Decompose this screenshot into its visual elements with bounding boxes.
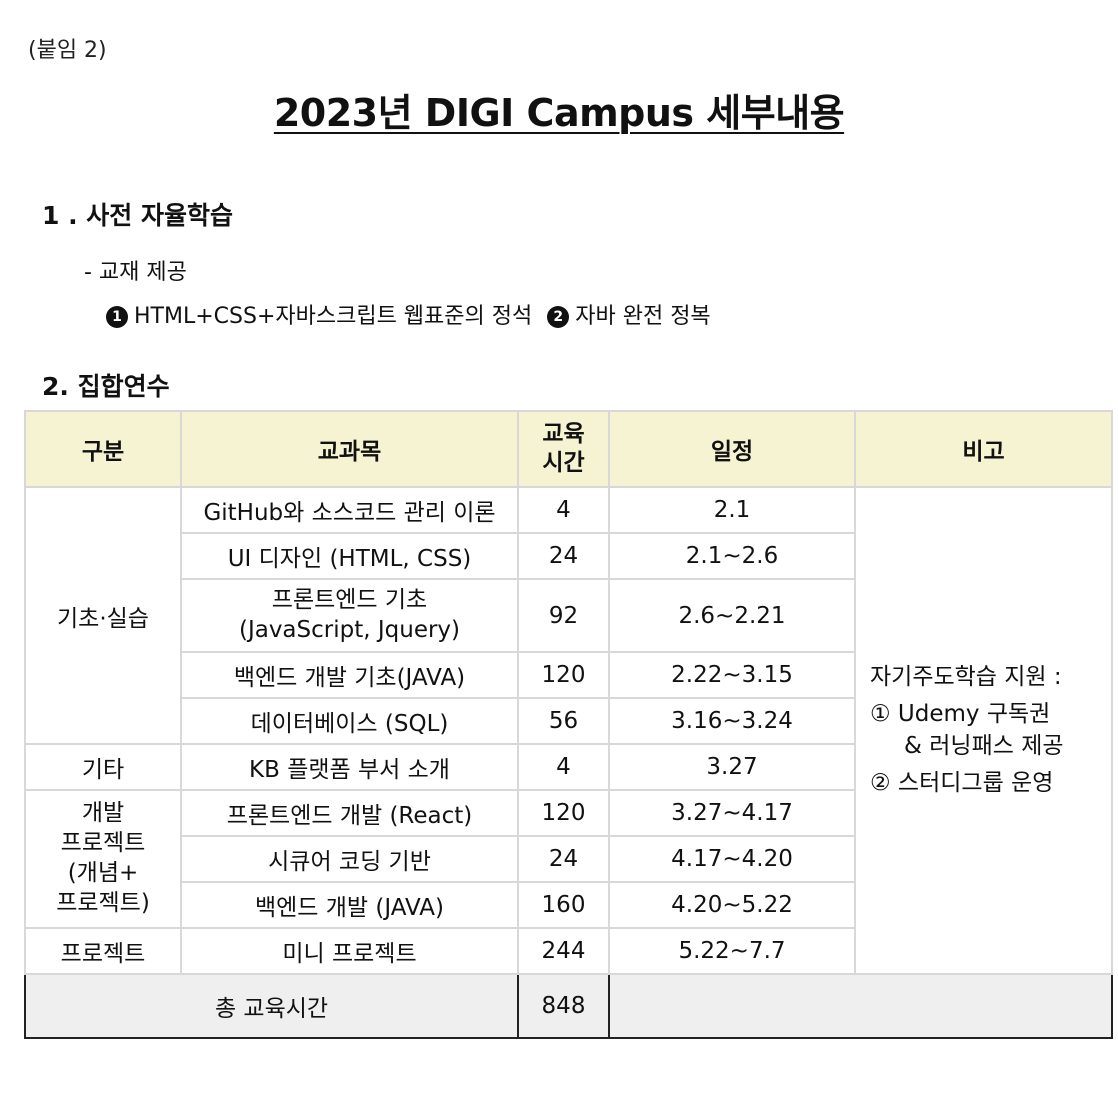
hours-cell: 244 xyxy=(517,927,610,975)
header-subject: 교과목 xyxy=(180,410,519,488)
table-row: 프론트엔드 기초 (JavaScript, Jquery) 92 2.6~2.2… xyxy=(25,578,1112,653)
group-basic: 기초·실습 xyxy=(24,486,182,745)
subject-cell: 시큐어 코딩 기반 xyxy=(180,835,519,883)
subject-cell: 프론트엔드 개발 (React) xyxy=(180,789,519,837)
notes-line-1: 자기주도학습 지원 : xyxy=(870,664,1062,691)
book-list: 1 HTML+CSS+자바스크립트 웹표준의 정석 2 자바 완전 정복 xyxy=(106,298,711,330)
section-1-heading: 1 . 사전 자율학습 xyxy=(42,201,234,230)
notes-line-3: & 러닝패스 제공 xyxy=(904,732,1064,759)
book-2: 자바 완전 정복 xyxy=(575,304,711,329)
page-title: 2023년 DIGI Campus 세부내용 xyxy=(273,91,845,135)
schedule-cell: 4.20~5.22 xyxy=(608,881,856,929)
subject-cell: 데이터베이스 (SQL) xyxy=(180,697,519,745)
group-project: 프로젝트 xyxy=(24,927,182,975)
hours-cell: 4 xyxy=(517,486,610,534)
table-row: 기초·실습 GitHub와 소스코드 관리 이론 4 2.1 자기주도학습 지원… xyxy=(24,486,1113,975)
hours-cell: 120 xyxy=(517,789,610,837)
schedule-cell: 2.22~3.15 xyxy=(608,651,856,699)
hours-cell: 92 xyxy=(517,578,610,653)
subject-cell: KB 플랫폼 부서 소개 xyxy=(180,743,519,791)
hours-cell: 56 xyxy=(517,697,610,745)
group-dev: 개발 프로젝트 (개념+ 프로젝트) xyxy=(24,789,182,929)
schedule-cell: 3.16~3.24 xyxy=(608,697,856,745)
total-row: 총 교육시간 848 xyxy=(24,973,1113,1039)
hours-cell: 160 xyxy=(517,881,610,929)
hours-cell: 120 xyxy=(517,651,610,699)
subject-cell: 프론트엔드 기초 (JavaScript, Jquery) xyxy=(180,578,519,653)
schedule-cell: 5.22~7.7 xyxy=(608,927,856,975)
group-etc: 기타 xyxy=(24,743,182,791)
materials-item: - 교재 제공 xyxy=(84,260,187,285)
schedule-cell: 3.27 xyxy=(608,743,856,791)
schedule-cell: 2.6~2.21 xyxy=(608,578,856,653)
total-label: 총 교육시간 xyxy=(24,973,519,1039)
number-badge-1: 1 xyxy=(106,306,128,328)
table-row: 백엔드 개발 (JAVA) 160 4.20~5.22 xyxy=(25,881,1112,929)
subject-cell: GitHub와 소스코드 관리 이론 xyxy=(180,486,519,534)
table-row: 개발 프로젝트 (개념+ 프로젝트) 프론트엔드 개발 (React) 120 … xyxy=(24,789,1112,929)
table-header-row: 구분 교과목 교육 시간 일정 비고 xyxy=(24,410,1113,488)
subject-cell: UI 디자인 (HTML, CSS) xyxy=(180,532,519,580)
subject-cell: 백엔드 개발 기초(JAVA) xyxy=(180,651,519,699)
hours-cell: 24 xyxy=(517,532,610,580)
header-notes: 비고 xyxy=(854,410,1113,488)
schedule-cell: 4.17~4.20 xyxy=(608,835,856,883)
total-empty-cell xyxy=(608,973,1113,1039)
book-1: HTML+CSS+자바스크립트 웹표준의 정석 xyxy=(134,304,533,329)
notes-line-2: ① Udemy 구독권 xyxy=(870,701,1051,728)
curriculum-table: 구분 교과목 교육 시간 일정 비고 기초·실습 GitHub와 소스코드 관리… xyxy=(24,410,1113,1039)
attachment-label: (붙임 2) xyxy=(28,38,107,63)
notes-line-4: ② 스터디그룹 운영 xyxy=(870,769,1054,796)
hours-cell: 24 xyxy=(517,835,610,883)
schedule-cell: 2.1~2.6 xyxy=(608,532,856,580)
table-row: 기타 KB 플랫폼 부서 소개 4 3.27 xyxy=(24,743,1112,791)
hours-cell: 4 xyxy=(517,743,610,791)
header-hours: 교육 시간 xyxy=(517,410,610,488)
subject-cell: 미니 프로젝트 xyxy=(180,927,519,975)
schedule-cell: 2.1 xyxy=(608,486,856,534)
subject-cell: 백엔드 개발 (JAVA) xyxy=(180,881,519,929)
header-schedule: 일정 xyxy=(608,410,856,488)
notes-cell: 자기주도학습 지원 : ① Udemy 구독권 & 러닝패스 제공 ② 스터디그… xyxy=(854,486,1113,975)
table-row: 시큐어 코딩 기반 24 4.17~4.20 xyxy=(25,835,1112,883)
section-2-heading: 2. 집합연수 xyxy=(42,372,170,401)
schedule-cell: 3.27~4.17 xyxy=(608,789,856,837)
total-hours: 848 xyxy=(517,973,610,1039)
number-badge-2: 2 xyxy=(547,306,570,328)
table-row: 데이터베이스 (SQL) 56 3.16~3.24 xyxy=(25,697,1112,745)
table-row: 프로젝트 미니 프로젝트 244 5.22~7.7 xyxy=(24,927,1112,975)
table-row: UI 디자인 (HTML, CSS) 24 2.1~2.6 xyxy=(25,532,1112,580)
header-category: 구분 xyxy=(24,410,182,488)
table-row: 백엔드 개발 기초(JAVA) 120 2.22~3.15 xyxy=(25,651,1112,699)
